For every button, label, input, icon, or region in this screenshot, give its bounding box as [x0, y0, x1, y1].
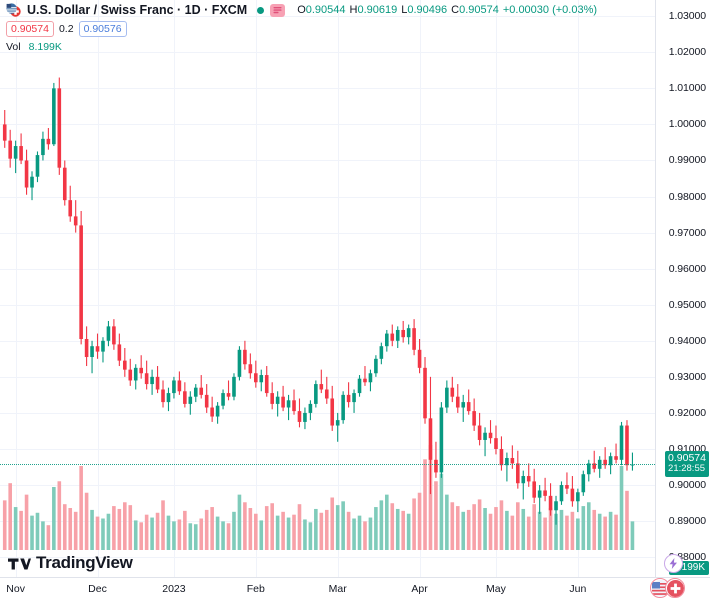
price-tick: 0.96000: [668, 262, 706, 275]
grid-line-horizontal: [0, 196, 655, 198]
current-price-line: [0, 464, 655, 466]
chart-legend: U.S. Dollar / Swiss Franc · 1D · FXCM O0…: [6, 2, 597, 54]
candlestick-series: [2, 77, 635, 525]
time-tick: Jun: [569, 583, 587, 595]
price-tick: 0.95000: [668, 298, 706, 311]
grid-line-horizontal: [0, 448, 655, 450]
grid-line-horizontal: [0, 52, 655, 54]
ohlc-open: O0.90544: [297, 4, 346, 16]
grid-line-vertical: [15, 0, 17, 577]
price-tick: 0.98000: [668, 190, 706, 203]
price-axis[interactable]: 1.03000 1.02000 1.01000 1.00000 0.99000 0.980…: [655, 0, 710, 577]
chart-plot-area[interactable]: [0, 0, 655, 577]
price-tick: 0.94000: [668, 334, 706, 347]
grid-line-vertical: [255, 0, 257, 577]
legend-symbol-row: U.S. Dollar / Swiss Franc · 1D · FXCM O0…: [6, 2, 597, 18]
tradingview-logo-icon: [8, 554, 31, 573]
ohlc-values: O0.90544 H0.90619 L0.90496 C0.90574 +0.0…: [297, 4, 597, 16]
bar-chart-badge-icon[interactable]: [270, 3, 286, 17]
time-tick: 2023: [162, 583, 186, 595]
ohlc-low: L0.90496: [401, 4, 448, 16]
grid-line-vertical: [337, 0, 339, 577]
legend-volume-row: Vol 8.199K: [6, 40, 597, 54]
alert-lightning-button[interactable]: [664, 554, 683, 573]
grid-line-horizontal: [0, 16, 655, 18]
volume-value: 8.199K: [28, 41, 62, 53]
price-tick: 1.03000: [668, 10, 706, 23]
price-tick: 0.89000: [668, 515, 706, 528]
current-price-tag[interactable]: 0.90574 21:28:55: [665, 451, 709, 478]
market-open-dot: [257, 6, 265, 14]
time-tick: Mar: [328, 583, 347, 595]
symbol-title[interactable]: U.S. Dollar / Swiss Franc · 1D · FXCM: [27, 3, 248, 17]
price-tick: 1.00000: [668, 118, 706, 131]
time-tick: Dec: [88, 583, 107, 595]
price-tick: 0.99000: [668, 154, 706, 167]
tradingview-watermark: TradingView: [8, 553, 133, 573]
indicator-value-blue[interactable]: 0.90576: [78, 21, 127, 37]
time-axis[interactable]: Nov Dec 2023 Feb Mar Apr May Jun: [0, 577, 710, 600]
grid-line-vertical: [97, 0, 99, 577]
tradingview-wordmark: TradingView: [36, 553, 133, 572]
grid-line-horizontal: [0, 232, 655, 234]
currency-pair-flag-icon: [6, 2, 21, 18]
grid-line-vertical: [495, 0, 497, 577]
time-tick: Apr: [411, 583, 428, 595]
time-tick: Nov: [6, 583, 25, 595]
grid-line-horizontal: [0, 376, 655, 378]
grid-line-vertical: [173, 0, 175, 577]
ohlc-close: C0.90574: [451, 4, 499, 16]
grid-line-vertical: [419, 0, 421, 577]
grid-line-horizontal: [0, 557, 655, 559]
grid-line-horizontal: [0, 124, 655, 126]
indicator-value-red[interactable]: 0.90574: [6, 21, 54, 37]
grid-line-horizontal: [0, 412, 655, 414]
chf-flag-button[interactable]: [665, 578, 685, 598]
price-tick: 0.93000: [668, 370, 706, 383]
grid-line-vertical: [577, 0, 579, 577]
price-change: +0.00030 (+0.03%): [502, 4, 598, 16]
volume-label: Vol: [6, 41, 21, 53]
price-tick: 0.90000: [668, 479, 706, 492]
bar-countdown: 21:28:55: [668, 463, 706, 475]
grid-line-horizontal: [0, 340, 655, 342]
current-price-value: 0.90574: [668, 452, 706, 465]
price-tick: 1.01000: [668, 82, 706, 95]
legend-indicator-row: 0.90574 0.2 0.90576: [6, 21, 597, 37]
price-tick: 0.97000: [668, 226, 706, 239]
price-tick: 0.92000: [668, 406, 706, 419]
grid-line-horizontal: [0, 160, 655, 162]
price-tick: 1.02000: [668, 46, 706, 59]
grid-line-horizontal: [0, 304, 655, 306]
grid-line-horizontal: [0, 485, 655, 487]
volume-histogram: [2, 445, 635, 550]
time-tick: May: [486, 583, 506, 595]
grid-line-horizontal: [0, 88, 655, 90]
ohlc-high: H0.90619: [349, 4, 398, 16]
time-tick: Feb: [246, 583, 265, 595]
indicator-value-plain: 0.2: [58, 23, 74, 35]
grid-line-horizontal: [0, 268, 655, 270]
